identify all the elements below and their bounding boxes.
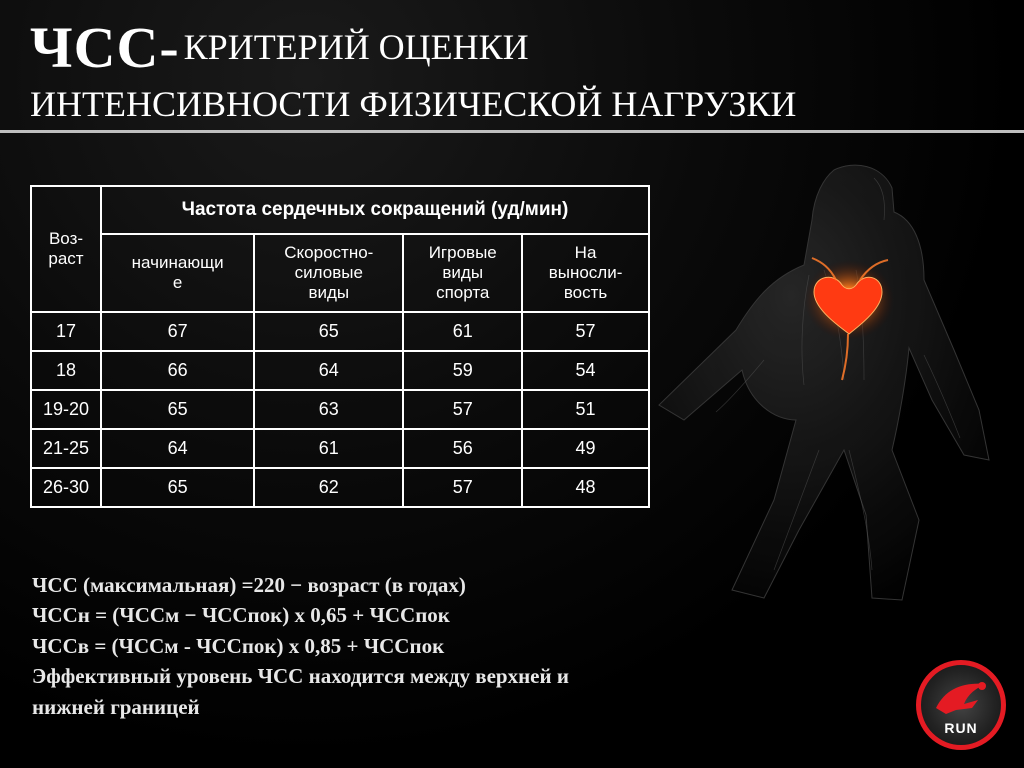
cell: 64 bbox=[101, 429, 254, 468]
formula-lower: ЧССн = (ЧССм − ЧССпок) х 0,65 + ЧССпок bbox=[32, 600, 732, 630]
cell: 65 bbox=[101, 468, 254, 507]
cell-age: 17 bbox=[31, 312, 101, 351]
table-row: 19-20 65 63 57 51 bbox=[31, 390, 649, 429]
logo-text: RUN bbox=[916, 720, 1006, 736]
cell: 51 bbox=[522, 390, 649, 429]
formula-note-1: Эффективный уровень ЧСС находится между … bbox=[32, 661, 732, 691]
col-speed-strength: Скоростно- силовые виды bbox=[254, 234, 403, 312]
title-block: ЧСС- КРИТЕРИЙ ОЦЕНКИ ИНТЕНСИВНОСТИ ФИЗИЧ… bbox=[0, 0, 1024, 145]
cell: 67 bbox=[101, 312, 254, 351]
cell: 65 bbox=[254, 312, 403, 351]
cell: 59 bbox=[403, 351, 522, 390]
cell: 63 bbox=[254, 390, 403, 429]
col-beginners: начинающи е bbox=[101, 234, 254, 312]
cell: 54 bbox=[522, 351, 649, 390]
cell: 65 bbox=[101, 390, 254, 429]
title-main: ЧСС- bbox=[30, 15, 180, 80]
cell: 48 bbox=[522, 468, 649, 507]
formula-max: ЧСС (максимальная) =220 − возраст (в год… bbox=[32, 570, 732, 600]
hr-table: Воз- раст Частота сердечных сокращений (… bbox=[30, 185, 650, 508]
cell: 62 bbox=[254, 468, 403, 507]
cell: 57 bbox=[522, 312, 649, 351]
formula-note-2: нижней границей bbox=[32, 692, 732, 722]
cell: 61 bbox=[403, 312, 522, 351]
col-endurance: На выносли- вость bbox=[522, 234, 649, 312]
col-game-sports: Игровые виды спорта bbox=[403, 234, 522, 312]
runner-icon bbox=[928, 678, 994, 716]
cell: 56 bbox=[403, 429, 522, 468]
col-super: Частота сердечных сокращений (уд/мин) bbox=[101, 186, 649, 234]
cell: 57 bbox=[403, 468, 522, 507]
table-row: 26-30 65 62 57 48 bbox=[31, 468, 649, 507]
formulas-block: ЧСС (максимальная) =220 − возраст (в год… bbox=[32, 570, 732, 722]
cell: 49 bbox=[522, 429, 649, 468]
cell-age: 19-20 bbox=[31, 390, 101, 429]
cell-age: 21-25 bbox=[31, 429, 101, 468]
table-row: 21-25 64 61 56 49 bbox=[31, 429, 649, 468]
cell: 61 bbox=[254, 429, 403, 468]
cell-age: 18 bbox=[31, 351, 101, 390]
run-logo: RUN bbox=[916, 660, 1006, 750]
content-area: Воз- раст Частота сердечных сокращений (… bbox=[0, 145, 1024, 508]
cell: 64 bbox=[254, 351, 403, 390]
cell-age: 26-30 bbox=[31, 468, 101, 507]
col-age: Воз- раст bbox=[31, 186, 101, 312]
cell: 57 bbox=[403, 390, 522, 429]
title-sub-2: ИНТЕНСИВНОСТИ ФИЗИЧЕСКОЙ НАГРУЗКИ bbox=[30, 83, 994, 125]
formula-upper: ЧССв = (ЧССм - ЧССпок) х 0,85 + ЧССпок bbox=[32, 631, 732, 661]
cell: 66 bbox=[101, 351, 254, 390]
title-sub-1: КРИТЕРИЙ ОЦЕНКИ bbox=[184, 27, 529, 67]
table-row: 18 66 64 59 54 bbox=[31, 351, 649, 390]
table-row: 17 67 65 61 57 bbox=[31, 312, 649, 351]
